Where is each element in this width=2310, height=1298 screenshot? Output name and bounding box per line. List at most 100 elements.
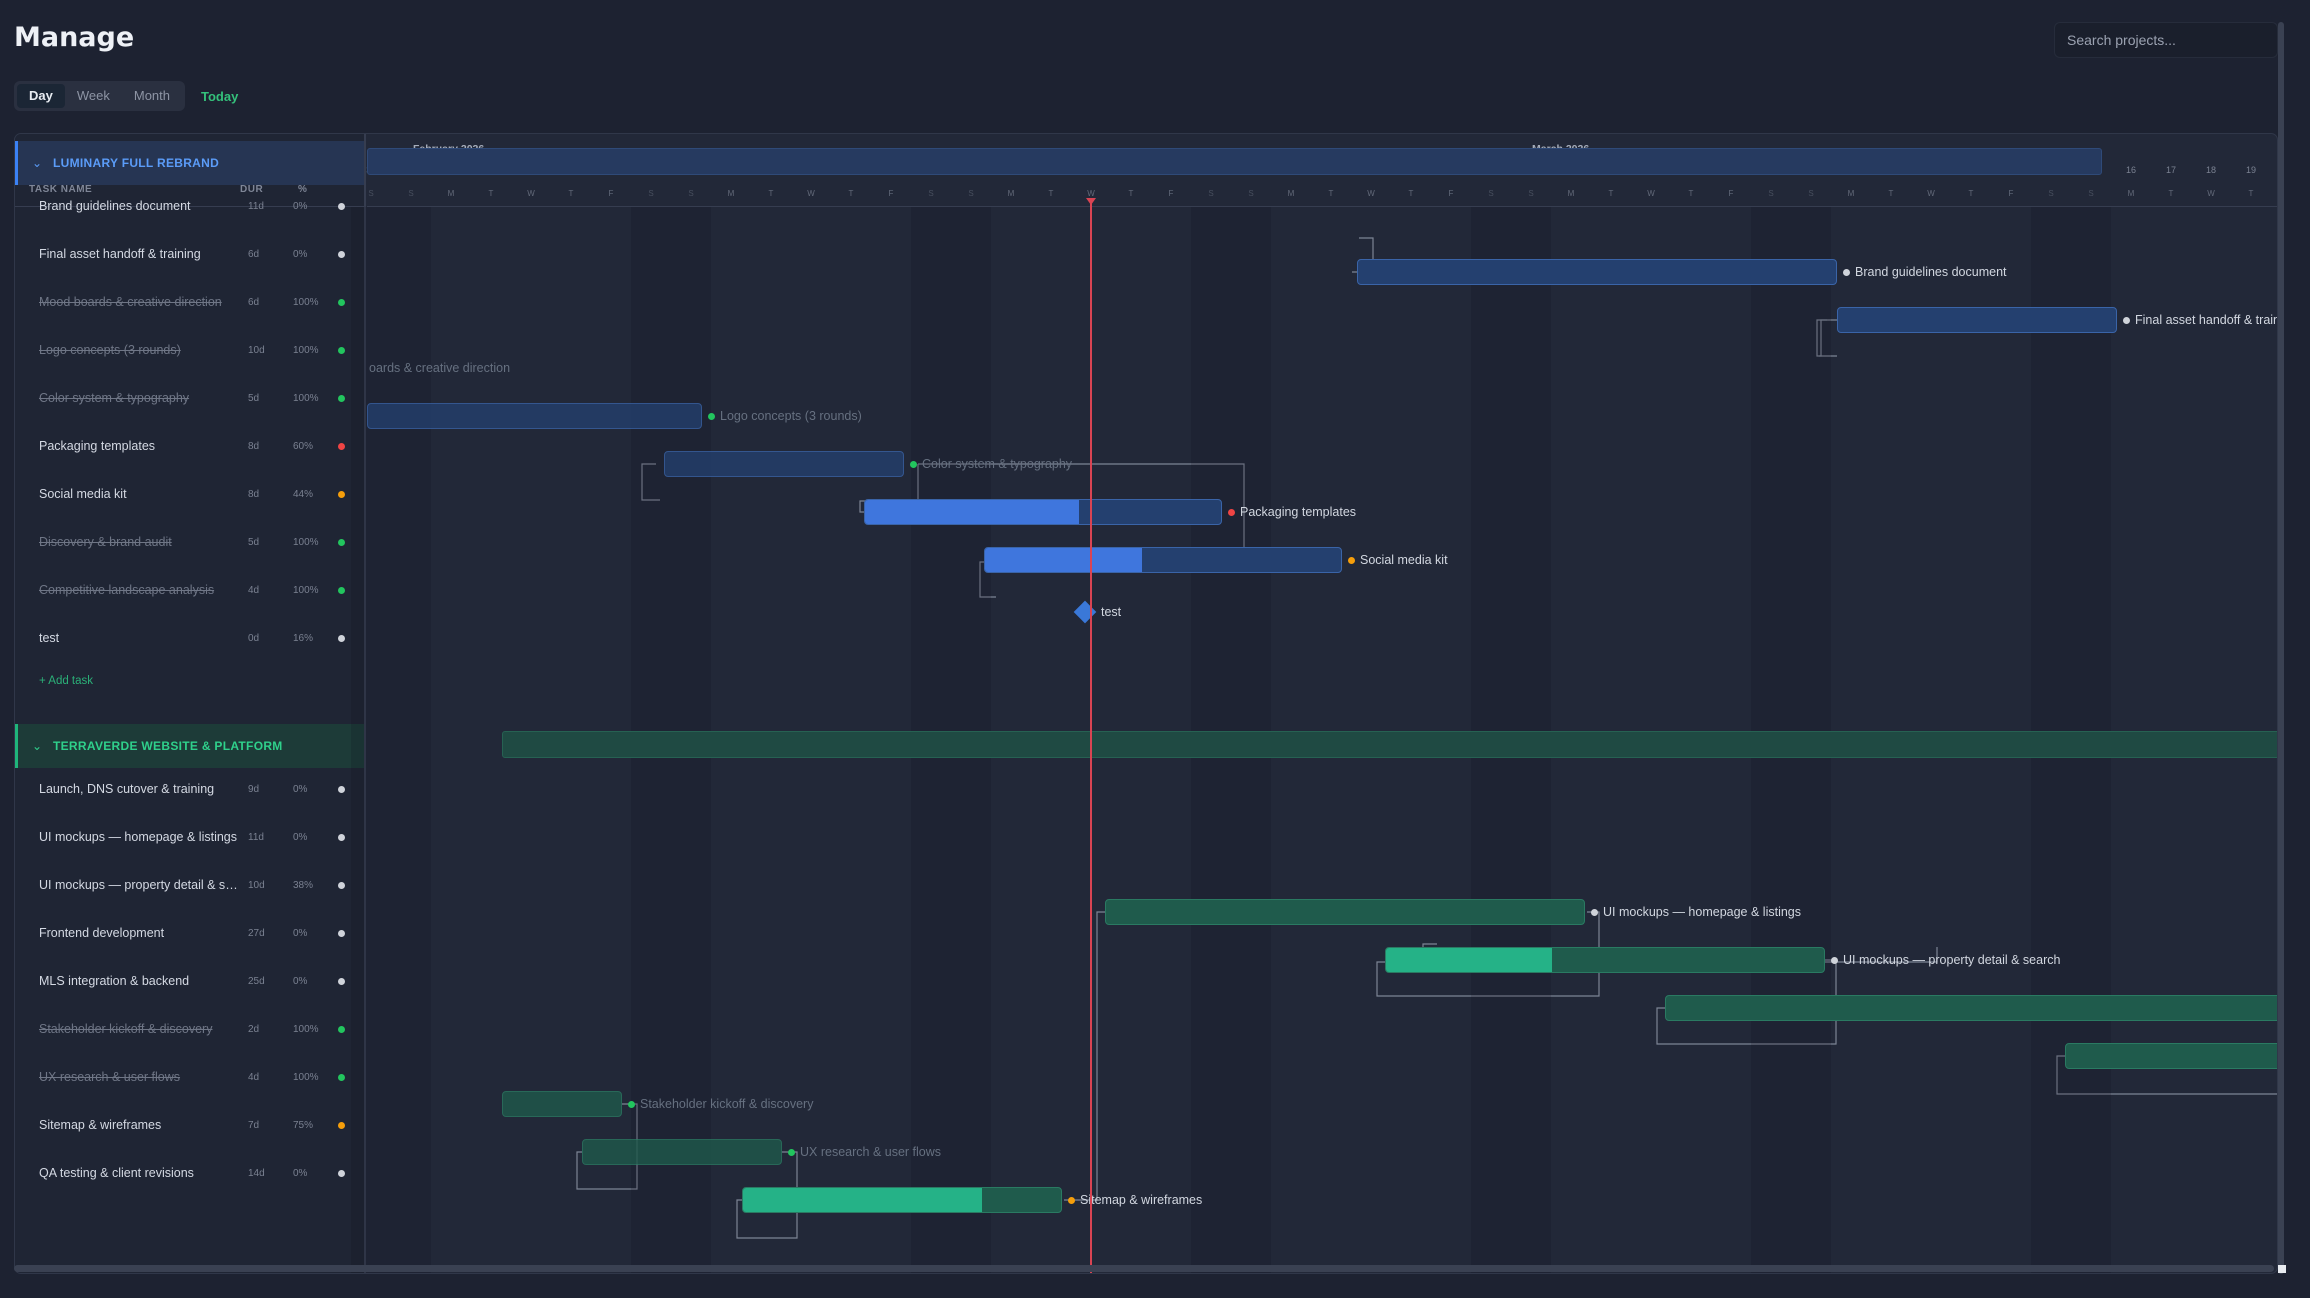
day-letter: T [768, 189, 774, 198]
task-row[interactable]: Launch, DNS cutover & training 9d 0% [15, 765, 364, 813]
task-list: TASK NAME DUR % ⌄ LUMINARY FULL REBRAND Br… [15, 134, 366, 1273]
task-row[interactable]: Final asset handoff & training 6d 0% [15, 230, 364, 278]
task-bar-text: Social media kit [1360, 553, 1448, 567]
group-summary-bar[interactable] [502, 731, 2277, 758]
task-row[interactable]: Competitive landscape analysis 4d 100% [15, 566, 364, 614]
day-letter: T [1048, 189, 1054, 198]
status-dot [338, 882, 345, 889]
task-bar-label: oards & creative direction [369, 361, 510, 375]
status-dot [910, 460, 917, 468]
chevron-down-icon[interactable]: ⌄ [32, 156, 43, 170]
task-bar-label: Stakeholder kickoff & discovery [628, 1097, 813, 1111]
task-row[interactable]: Frontend development 27d 0% [15, 909, 364, 957]
day-letter: W [2207, 189, 2215, 198]
task-row[interactable]: Discovery & brand audit 5d 100% [15, 518, 364, 566]
task-duration: 6d [248, 297, 260, 308]
day-letter: S [368, 189, 374, 198]
day-number: 19 [2245, 165, 2256, 175]
task-row[interactable]: Logo concepts (3 rounds) 10d 100% [15, 326, 364, 374]
column-header-task-name[interactable]: TASK NAME [29, 184, 93, 195]
day-letter: S [1248, 189, 1254, 198]
task-bar[interactable] [742, 1187, 1062, 1213]
chevron-down-icon[interactable]: ⌄ [32, 739, 43, 753]
status-dot [708, 412, 715, 420]
task-bar[interactable] [1357, 259, 1837, 285]
task-duration: 4d [248, 585, 260, 596]
task-progress-fill [985, 548, 1142, 572]
day-letter: T [1888, 189, 1894, 198]
task-percent: 38% [293, 880, 314, 891]
day-letter: T [1128, 189, 1134, 198]
task-bar-text: Logo concepts (3 rounds) [720, 409, 862, 423]
task-row[interactable]: Stakeholder kickoff & discovery 2d 100% [15, 1005, 364, 1053]
task-bar[interactable] [664, 451, 904, 477]
task-name: Color system & typography [39, 391, 190, 405]
task-percent: 16% [293, 633, 314, 644]
task-row[interactable]: QA testing & client revisions 14d 0% [15, 1149, 364, 1197]
task-bar[interactable] [864, 499, 1222, 525]
weekend-column [351, 207, 391, 1273]
task-bar[interactable] [502, 1091, 622, 1117]
horizontal-scrollbar[interactable] [14, 1265, 2274, 1272]
task-bar[interactable] [2065, 1043, 2277, 1069]
task-row[interactable]: test 0d 16% [15, 614, 364, 662]
task-percent: 100% [293, 1024, 319, 1035]
task-percent: 100% [293, 393, 319, 404]
task-bar[interactable] [984, 547, 1342, 573]
task-bar[interactable] [367, 403, 702, 429]
day-letter: T [2168, 189, 2174, 198]
task-name: test [39, 631, 60, 645]
task-row[interactable]: UI mockups — homepage & listings 11d 0% [15, 813, 364, 861]
day-letter: M [1567, 189, 1575, 198]
task-duration: 7d [248, 1120, 260, 1131]
task-bar[interactable] [582, 1139, 782, 1165]
day-letter: T [1968, 189, 1974, 198]
task-duration: 10d [248, 345, 265, 356]
task-row[interactable]: MLS integration & backend 25d 0% [15, 957, 364, 1005]
day-letter: T [1408, 189, 1414, 198]
tab-week[interactable]: Week [76, 88, 110, 103]
day-letter: M [1007, 189, 1015, 198]
tab-day[interactable]: Day [17, 84, 65, 108]
group-header[interactable]: ⌄ LUMINARY FULL REBRAND [15, 141, 364, 185]
task-row[interactable]: Brand guidelines document 11d 0% [15, 182, 364, 230]
task-bar-text: test [1101, 605, 1122, 619]
task-bar-label: Brand guidelines document [1843, 265, 2007, 279]
task-bar[interactable] [1105, 899, 1585, 925]
task-name: Sitemap & wireframes [39, 1118, 162, 1132]
task-row[interactable]: Social media kit 8d 44% [15, 470, 364, 518]
task-bar-label: Sitemap & wireframes [1068, 1193, 1202, 1207]
day-letter: S [2088, 189, 2094, 198]
column-header-percent[interactable]: % [298, 184, 308, 195]
status-dot [788, 1148, 795, 1156]
group-header[interactable]: ⌄ TERRAVERDE WEBSITE & PLATFORM [15, 724, 364, 768]
task-row[interactable]: Packaging templates 8d 60% [15, 422, 364, 470]
tab-month[interactable]: Month [133, 88, 170, 103]
task-percent: 0% [293, 832, 308, 843]
day-letter: T [1608, 189, 1614, 198]
day-letter: F [888, 189, 894, 198]
task-duration: 5d [248, 537, 260, 548]
add-task-button[interactable]: + Add task [39, 675, 94, 687]
weekend-column [391, 207, 431, 1273]
task-bar-label: Final asset handoff & training [2123, 313, 2277, 327]
task-row[interactable]: Mood boards & creative direction 6d 100% [15, 278, 364, 326]
status-dot [338, 347, 345, 354]
day-letter: S [2048, 189, 2054, 198]
task-bar[interactable] [1385, 947, 1825, 973]
task-bar[interactable] [1837, 307, 2117, 333]
task-bar-label: test [1101, 605, 1121, 619]
task-name: UI mockups — homepage & listings [39, 830, 238, 844]
task-row[interactable]: Color system & typography 5d 100% [15, 374, 364, 422]
search-input[interactable] [2054, 22, 2278, 58]
day-letter: T [848, 189, 854, 198]
column-header-duration[interactable]: DUR [240, 184, 264, 195]
today-button[interactable]: Today [201, 89, 239, 104]
group-summary-bar[interactable] [367, 148, 2102, 175]
task-bar[interactable] [1665, 995, 2277, 1021]
vertical-scrollbar[interactable] [2278, 22, 2284, 1274]
status-dot [338, 251, 345, 258]
task-row[interactable]: UI mockups — property detail & search 10d… [15, 861, 364, 909]
task-row[interactable]: Sitemap & wireframes 7d 75% [15, 1101, 364, 1149]
task-row[interactable]: UX research & user flows 4d 100% [15, 1053, 364, 1101]
